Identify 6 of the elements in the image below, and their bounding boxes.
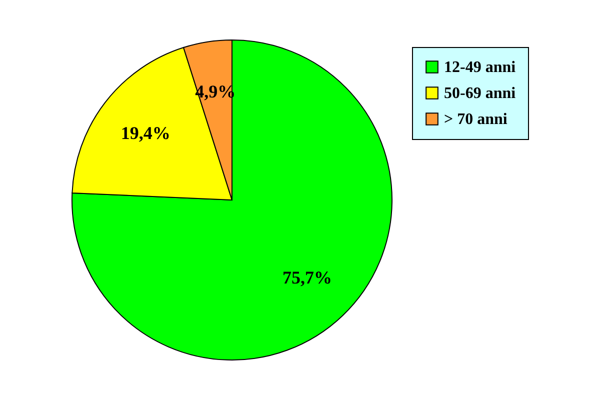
legend-label: > 70 anni <box>444 111 508 128</box>
legend-label: 50-69 anni <box>444 85 516 102</box>
data-label: 75,7% <box>282 268 332 288</box>
pie-slice <box>72 40 392 360</box>
data-label: 19,4% <box>120 122 170 143</box>
legend-label: 12-49 anni <box>444 59 516 76</box>
